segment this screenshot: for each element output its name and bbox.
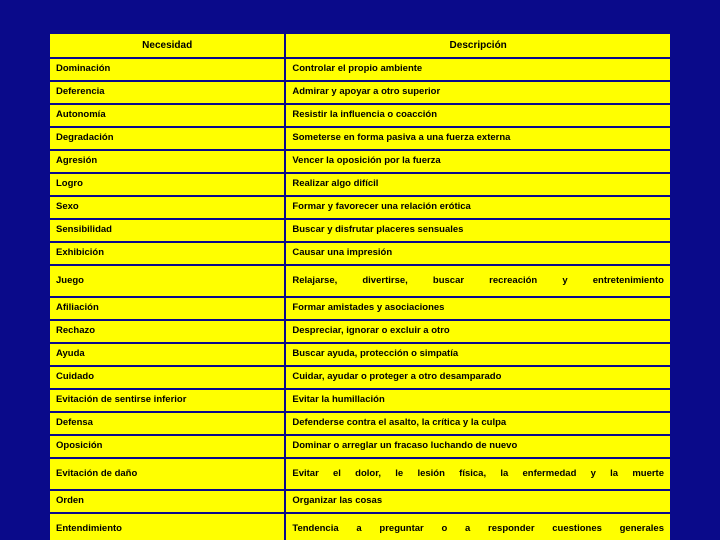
- table-row: LogroRealizar algo difícil: [49, 173, 671, 196]
- table-row: AgresiónVencer la oposición por la fuerz…: [49, 150, 671, 173]
- table-row: DefensaDefenderse contra el asalto, la c…: [49, 412, 671, 435]
- need-cell: Autonomía: [49, 104, 285, 127]
- table-header: Necesidad Descripción: [49, 33, 671, 58]
- need-cell: Degradación: [49, 127, 285, 150]
- desc-cell: Organizar las cosas: [285, 490, 671, 513]
- need-cell: Sensibilidad: [49, 219, 285, 242]
- need-cell: Logro: [49, 173, 285, 196]
- table-row: DominaciónControlar el propio ambiente: [49, 58, 671, 81]
- desc-cell: Relajarse, divertirse, buscar recreación…: [285, 265, 671, 297]
- table-row: RechazoDespreciar, ignorar o excluir a o…: [49, 320, 671, 343]
- need-cell: Evitación de sentirse inferior: [49, 389, 285, 412]
- desc-cell: Tendencia a preguntar o a responder cues…: [285, 513, 671, 540]
- desc-cell: Evitar el dolor, le lesión física, la en…: [285, 458, 671, 490]
- table-row: DeferenciaAdmirar y apoyar a otro superi…: [49, 81, 671, 104]
- table-body: DominaciónControlar el propio ambienteDe…: [49, 58, 671, 540]
- need-cell: Afiliación: [49, 297, 285, 320]
- desc-cell: Someterse en forma pasiva a una fuerza e…: [285, 127, 671, 150]
- desc-cell: Causar una impresión: [285, 242, 671, 265]
- table-row: AutonomíaResistir la influencia o coacci…: [49, 104, 671, 127]
- desc-cell: Controlar el propio ambiente: [285, 58, 671, 81]
- need-cell: Cuidado: [49, 366, 285, 389]
- need-cell: Ayuda: [49, 343, 285, 366]
- table-row: OrdenOrganizar las cosas: [49, 490, 671, 513]
- table-row: SexoFormar y favorecer una relación erót…: [49, 196, 671, 219]
- table-row: JuegoRelajarse, divertirse, buscar recre…: [49, 265, 671, 297]
- desc-cell: Evitar la humillación: [285, 389, 671, 412]
- desc-cell: Defenderse contra el asalto, la crítica …: [285, 412, 671, 435]
- table-header-row: Necesidad Descripción: [49, 33, 671, 58]
- need-cell: Agresión: [49, 150, 285, 173]
- table-row: Evitación de sentirse inferiorEvitar la …: [49, 389, 671, 412]
- need-cell: Sexo: [49, 196, 285, 219]
- table-row: Evitación de dañoEvitar el dolor, le les…: [49, 458, 671, 490]
- need-cell: Juego: [49, 265, 285, 297]
- need-cell: Dominación: [49, 58, 285, 81]
- desc-cell: Buscar ayuda, protección o simpatía: [285, 343, 671, 366]
- need-cell: Oposición: [49, 435, 285, 458]
- need-cell: Exhibición: [49, 242, 285, 265]
- need-cell: Defensa: [49, 412, 285, 435]
- table-row: SensibilidadBuscar y disfrutar placeres …: [49, 219, 671, 242]
- desc-cell: Admirar y apoyar a otro superior: [285, 81, 671, 104]
- table-row: ExhibiciónCausar una impresión: [49, 242, 671, 265]
- table-row: CuidadoCuidar, ayudar o proteger a otro …: [49, 366, 671, 389]
- needs-table: Necesidad Descripción DominaciónControla…: [48, 32, 672, 540]
- desc-cell: Vencer la oposición por la fuerza: [285, 150, 671, 173]
- desc-cell: Dominar o arreglar un fracaso luchando d…: [285, 435, 671, 458]
- desc-cell: Formar y favorecer una relación erótica: [285, 196, 671, 219]
- table-row: EntendimientoTendencia a preguntar o a r…: [49, 513, 671, 540]
- desc-cell: Formar amistades y asociaciones: [285, 297, 671, 320]
- table-row: DegradaciónSometerse en forma pasiva a u…: [49, 127, 671, 150]
- desc-cell: Cuidar, ayudar o proteger a otro desampa…: [285, 366, 671, 389]
- need-cell: Orden: [49, 490, 285, 513]
- need-cell: Deferencia: [49, 81, 285, 104]
- page-container: Necesidad Descripción DominaciónControla…: [0, 0, 720, 540]
- desc-cell: Realizar algo difícil: [285, 173, 671, 196]
- table-row: OposiciónDominar o arreglar un fracaso l…: [49, 435, 671, 458]
- need-cell: Evitación de daño: [49, 458, 285, 490]
- desc-cell: Resistir la influencia o coacción: [285, 104, 671, 127]
- need-cell: Rechazo: [49, 320, 285, 343]
- desc-cell: Despreciar, ignorar o excluir a otro: [285, 320, 671, 343]
- desc-cell: Buscar y disfrutar placeres sensuales: [285, 219, 671, 242]
- table-row: AfiliaciónFormar amistades y asociacione…: [49, 297, 671, 320]
- table-row: AyudaBuscar ayuda, protección o simpatía: [49, 343, 671, 366]
- need-cell: Entendimiento: [49, 513, 285, 540]
- column-header-desc: Descripción: [285, 33, 671, 58]
- column-header-need: Necesidad: [49, 33, 285, 58]
